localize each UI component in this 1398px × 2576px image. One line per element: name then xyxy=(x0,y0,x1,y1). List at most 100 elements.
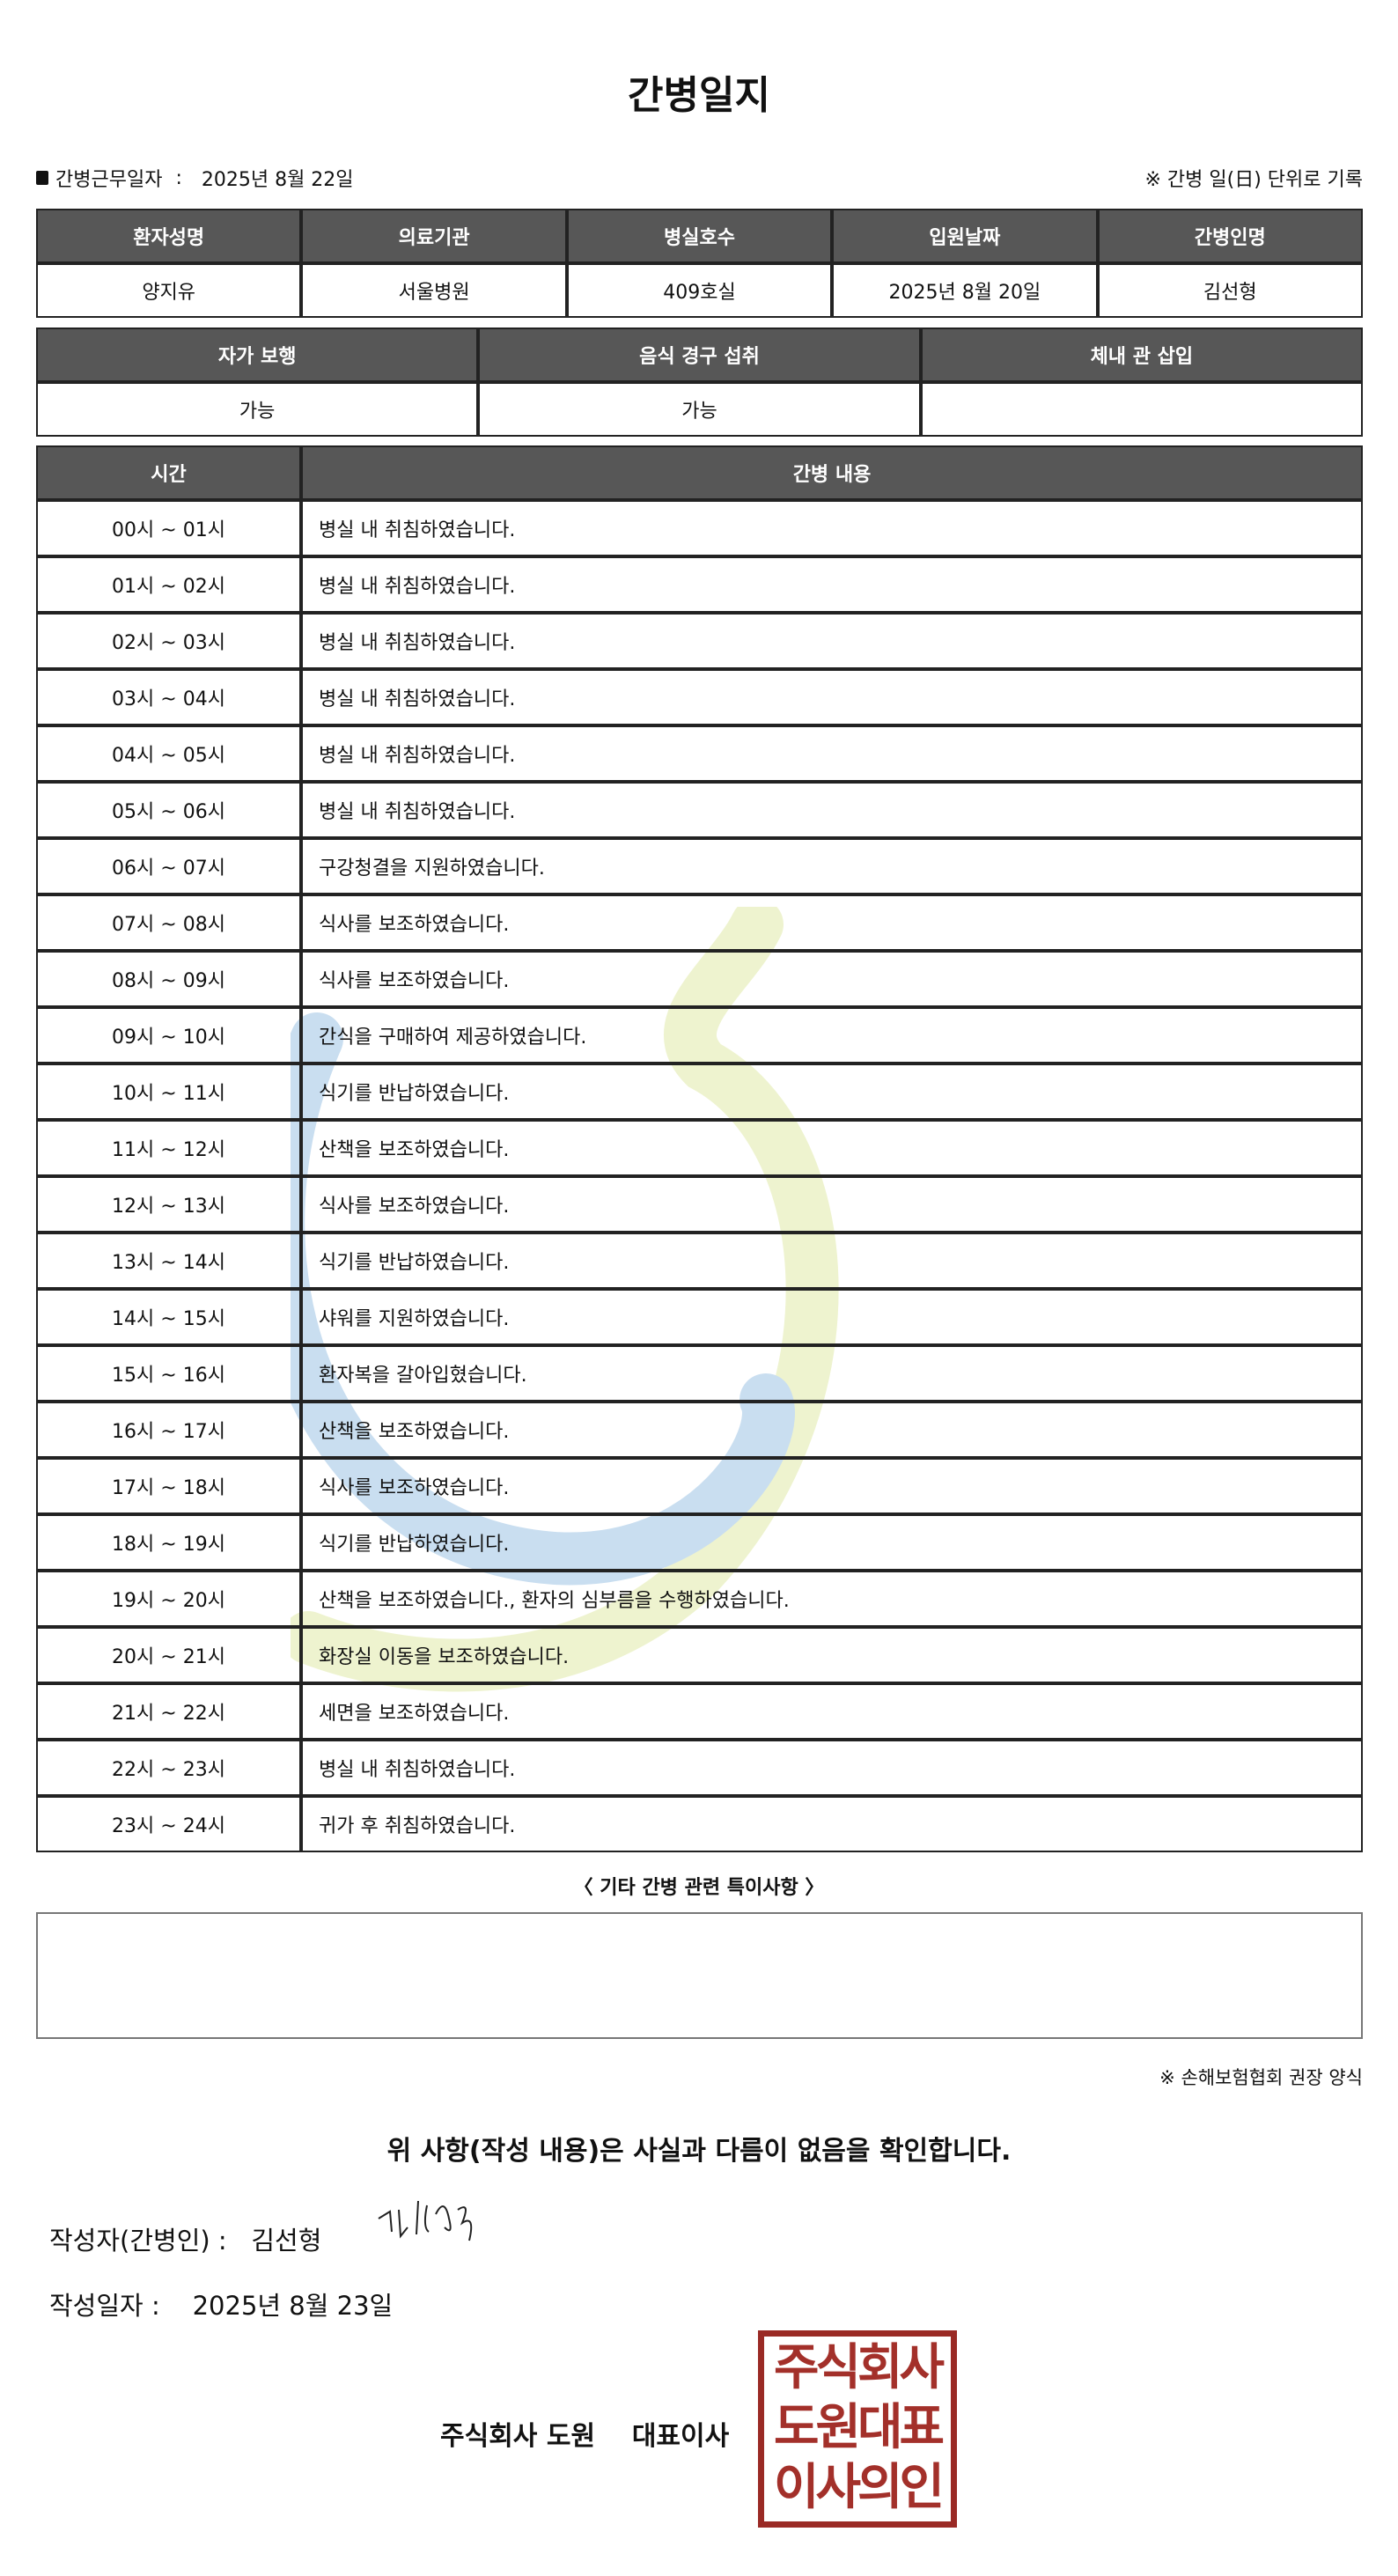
special-notes-box xyxy=(36,1912,1363,2039)
content-cell: 세면을 보조하였습니다. xyxy=(301,1683,1363,1740)
table-row: 21시 ~ 22시 세면을 보조하였습니다. xyxy=(36,1683,1363,1740)
time-cell: 05시 ~ 06시 xyxy=(36,782,301,838)
time-cell: 22시 ~ 23시 xyxy=(36,1740,301,1796)
oral-intake: 가능 xyxy=(478,382,921,437)
walking: 가능 xyxy=(36,382,479,437)
table-row: 23시 ~ 24시 귀가 후 취침하였습니다. xyxy=(36,1796,1363,1852)
table-row: 04시 ~ 05시 병실 내 취침하였습니다. xyxy=(36,725,1363,782)
content-cell: 병실 내 취침하였습니다. xyxy=(301,500,1363,556)
content-cell: 병실 내 취침하였습니다. xyxy=(301,669,1363,725)
time-cell: 00시 ~ 01시 xyxy=(36,500,301,556)
time-cell: 03시 ~ 04시 xyxy=(36,669,301,725)
content-cell: 화장실 이동을 보조하였습니다. xyxy=(301,1627,1363,1683)
source-note: ※ 손해보험협회 권장 양식 xyxy=(1159,2067,1363,2088)
time-cell: 20시 ~ 21시 xyxy=(36,1627,301,1683)
time-cell: 06시 ~ 07시 xyxy=(36,838,301,894)
writer-name: 김선형 xyxy=(251,2226,322,2256)
content-cell: 산책을 보조하였습니다. xyxy=(301,1402,1363,1458)
patient-info-table: 환자성명 의료기관 병실호수 입원날짜 간병인명 양지유 서울병원 409호실 … xyxy=(36,209,1363,318)
page-title: 간병일지 xyxy=(628,73,770,118)
content-cell: 귀가 후 취침하였습니다. xyxy=(301,1796,1363,1852)
table-row: 15시 ~ 16시 환자복을 갈아입혔습니다. xyxy=(36,1345,1363,1402)
content-cell: 산책을 보조하였습니다. xyxy=(301,1120,1363,1176)
work-date-value: 2025년 8월 22일 xyxy=(201,169,354,191)
work-date-label: 간병근무일자 xyxy=(55,169,163,191)
table-row: 03시 ~ 04시 병실 내 취침하였습니다. xyxy=(36,669,1363,725)
table-row: 20시 ~ 21시 화장실 이동을 보조하였습니다. xyxy=(36,1627,1363,1683)
time-cell: 09시 ~ 10시 xyxy=(36,1007,301,1064)
content-cell: 환자복을 갈아입혔습니다. xyxy=(301,1345,1363,1402)
table-row: 17시 ~ 18시 식사를 보조하였습니다. xyxy=(36,1458,1363,1514)
table-row: 02시 ~ 03시 병실 내 취침하였습니다. xyxy=(36,613,1363,669)
content-cell: 식기를 반납하였습니다. xyxy=(301,1064,1363,1120)
content-cell: 식사를 보조하였습니다. xyxy=(301,894,1363,951)
time-cell: 08시 ~ 09시 xyxy=(36,951,301,1007)
special-notes-label: 〈 기타 간병 관련 특이사항 〉 xyxy=(573,1877,825,1899)
time-cell: 13시 ~ 14시 xyxy=(36,1233,301,1289)
time-cell: 19시 ~ 20시 xyxy=(36,1571,301,1627)
table-row: 19시 ~ 20시 산책을 보조하였습니다., 환자의 심부름을 수행하였습니다. xyxy=(36,1571,1363,1627)
written-date-value: 2025년 8월 23일 xyxy=(192,2291,394,2321)
table-row: 06시 ~ 07시 구강청결을 지원하였습니다. xyxy=(36,838,1363,894)
header-content: 간병 내용 xyxy=(301,445,1363,500)
writer-label: 작성자(간병인) : xyxy=(49,2226,227,2256)
header-admission-date: 입원날짜 xyxy=(832,209,1098,263)
table-row: 10시 ~ 11시 식기를 반납하였습니다. xyxy=(36,1064,1363,1120)
content-cell: 샤워를 지원하였습니다. xyxy=(301,1289,1363,1345)
header-tube: 체내 관 삽입 xyxy=(920,328,1363,382)
time-cell: 01시 ~ 02시 xyxy=(36,556,301,613)
header-time: 시간 xyxy=(36,445,301,500)
table-row: 00시 ~ 01시 병실 내 취침하였습니다. xyxy=(36,500,1363,556)
header-oral-intake: 음식 경구 섭취 xyxy=(478,328,921,382)
time-cell: 14시 ~ 15시 xyxy=(36,1289,301,1345)
table-row: 16시 ~ 17시 산책을 보조하였습니다. xyxy=(36,1402,1363,1458)
time-cell: 11시 ~ 12시 xyxy=(36,1120,301,1176)
table-row: 18시 ~ 19시 식기를 반납하였습니다. xyxy=(36,1514,1363,1571)
record-unit-note: ※ 간병 일(日) 단위로 기록 xyxy=(1144,169,1364,191)
hospital: 서울병원 xyxy=(301,263,567,318)
content-cell: 산책을 보조하였습니다., 환자의 심부름을 수행하였습니다. xyxy=(301,1571,1363,1627)
content-cell: 병실 내 취침하였습니다. xyxy=(301,1740,1363,1796)
content-cell: 병실 내 취침하였습니다. xyxy=(301,725,1363,782)
time-cell: 10시 ~ 11시 xyxy=(36,1064,301,1120)
content-cell: 식사를 보조하였습니다. xyxy=(301,951,1363,1007)
content-cell: 간식을 구매하여 제공하였습니다. xyxy=(301,1007,1363,1064)
signature-image xyxy=(378,2200,473,2241)
patient-status-table: 자가 보행 음식 경구 섭취 체내 관 삽입 가능 가능 xyxy=(36,328,1363,437)
table-row: 22시 ~ 23시 병실 내 취침하였습니다. xyxy=(36,1740,1363,1796)
written-date-label: 작성일자 : xyxy=(49,2291,160,2321)
written-date: 작성일자 : 2025년 8월 23일 xyxy=(49,2285,393,2322)
header-walking: 자가 보행 xyxy=(36,328,479,382)
admission-date: 2025년 8월 20일 xyxy=(832,263,1098,318)
time-cell: 23시 ~ 24시 xyxy=(36,1796,301,1852)
patient-name: 양지유 xyxy=(36,263,302,318)
tube xyxy=(920,382,1363,437)
company-seal-stamp: 주식회사 도원대표 이사의인 xyxy=(758,2330,957,2528)
time-cell: 15시 ~ 16시 xyxy=(36,1345,301,1402)
content-cell: 식사를 보조하였습니다. xyxy=(301,1458,1363,1514)
time-cell: 02시 ~ 03시 xyxy=(36,613,301,669)
table-row: 12시 ~ 13시 식사를 보조하였습니다. xyxy=(36,1176,1363,1233)
table-row: 13시 ~ 14시 식기를 반납하였습니다. xyxy=(36,1233,1363,1289)
content-cell: 구강청결을 지원하였습니다. xyxy=(301,838,1363,894)
time-cell: 04시 ~ 05시 xyxy=(36,725,301,782)
header-hospital: 의료기관 xyxy=(301,209,567,263)
time-cell: 18시 ~ 19시 xyxy=(36,1514,301,1571)
time-cell: 07시 ~ 08시 xyxy=(36,894,301,951)
company-representative: 주식회사 도원 대표이사 xyxy=(440,2421,730,2452)
content-cell: 식기를 반납하였습니다. xyxy=(301,1233,1363,1289)
time-cell: 12시 ~ 13시 xyxy=(36,1176,301,1233)
content-cell: 병실 내 취침하였습니다. xyxy=(301,556,1363,613)
confirmation-statement: 위 사항(작성 내용)은 사실과 다름이 없음을 확인합니다. xyxy=(386,2136,1012,2167)
content-cell: 식기를 반납하였습니다. xyxy=(301,1514,1363,1571)
time-cell: 16시 ~ 17시 xyxy=(36,1402,301,1458)
table-row: 08시 ~ 09시 식사를 보조하였습니다. xyxy=(36,951,1363,1007)
caregiver: 김선형 xyxy=(1097,263,1363,318)
header-patient-name: 환자성명 xyxy=(36,209,302,263)
header-room: 병실호수 xyxy=(566,209,833,263)
table-row: 07시 ~ 08시 식사를 보조하였습니다. xyxy=(36,894,1363,951)
table-row: 14시 ~ 15시 샤워를 지원하였습니다. xyxy=(36,1289,1363,1345)
bullet-square-icon xyxy=(36,171,48,185)
table-row: 05시 ~ 06시 병실 내 취침하였습니다. xyxy=(36,782,1363,838)
time-cell: 17시 ~ 18시 xyxy=(36,1458,301,1514)
